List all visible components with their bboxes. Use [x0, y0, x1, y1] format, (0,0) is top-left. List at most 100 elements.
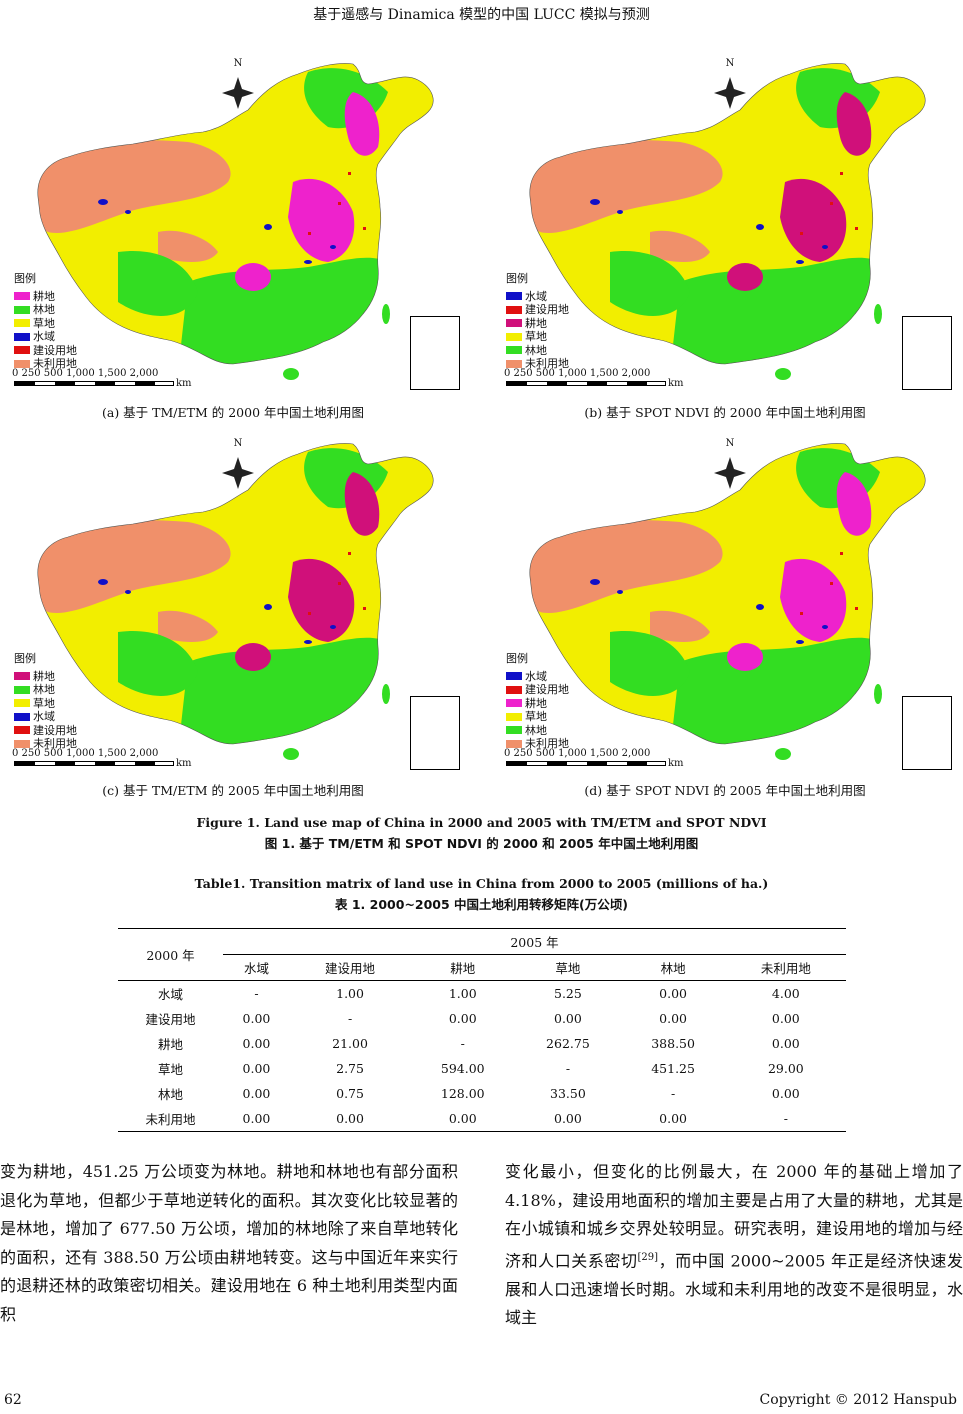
table-cell: -	[783, 1111, 788, 1126]
map-panel-a: N 图例 耕地 林地 草地 水域 建设用地 未利用地 0 250 500 1,000 1,500…	[8, 52, 460, 397]
table-cell: -	[670, 1086, 676, 1101]
legend-label: 建设用地	[525, 683, 569, 696]
panel-caption-c: (c) 基于 TM/ETM 的 2005 年中国土地利用图	[102, 783, 364, 798]
table-cell: 1.00	[448, 986, 477, 1001]
table-cell: 33.50	[550, 1086, 586, 1101]
table-cell: 0.00	[771, 1086, 800, 1101]
table-cell: 0.00	[771, 1011, 800, 1026]
body-text-left: 变为耕地，451.25 万公顷变为林地。耕地和林地也有部分面积退化为草地，但都少…	[0, 1162, 458, 1324]
table-cell: 5.25	[554, 986, 582, 1001]
body-text-right-2: ，而中国 2000~2005 年正是经济快速发展和人口迅速增长时期。水域和未利用…	[505, 1251, 963, 1328]
row-label: 草地	[157, 1062, 183, 1077]
legend-item: 林地	[14, 683, 77, 697]
panel-caption-d: (d) 基于 SPOT NDVI 的 2005 年中国土地利用图	[584, 783, 866, 798]
table-cell: 0.00	[448, 1111, 477, 1126]
table-cell: 29.00	[767, 1061, 804, 1076]
table-cell: 0.00	[659, 986, 688, 1001]
legend-item: 未利用地	[506, 737, 569, 751]
legend-label: 耕地	[33, 669, 55, 683]
table-cell: 1.00	[336, 986, 364, 1001]
legend-item: 耕地	[506, 317, 569, 331]
legend-swatch	[14, 305, 30, 314]
scale-unit: km	[176, 378, 192, 389]
table-caption-en: Table1. Transition matrix of land use in…	[194, 876, 769, 891]
scale-unit: km	[668, 758, 684, 769]
legend-label: 未利用地	[525, 737, 569, 750]
scale-bar	[14, 761, 174, 766]
legend-title: 图例	[14, 652, 36, 665]
table-cell: 0.00	[659, 1011, 688, 1026]
legend-item: 水域	[506, 670, 569, 684]
citation-ref[interactable]: [29]	[637, 1251, 659, 1263]
scale-bar	[506, 761, 666, 766]
row-label: 水域	[157, 987, 183, 1002]
legend-label: 草地	[33, 696, 55, 710]
legend-item: 耕地	[14, 290, 77, 304]
legend-swatch	[14, 292, 30, 301]
table-cell: 0.00	[242, 1011, 271, 1026]
table-cell: -	[347, 1011, 353, 1026]
legend-swatch	[506, 712, 522, 721]
scale-labels: 0 250 500 1,000 1,500 2,000	[12, 748, 159, 759]
china-land-use-map	[37, 63, 434, 380]
legend-label: 未利用地	[33, 737, 77, 750]
legend-swatch	[506, 739, 522, 748]
running-header: 基于遥感与 Dinamica 模型的中国 LUCC 模拟与预测	[313, 7, 650, 23]
legend-swatch	[506, 359, 522, 368]
legend-swatch	[14, 699, 30, 708]
table-cell: 0.75	[336, 1086, 364, 1101]
table-cell: -	[460, 1036, 465, 1051]
legend-item: 建设用地	[14, 344, 77, 358]
legend-swatch	[14, 346, 30, 355]
legend-item: 未利用地	[14, 357, 77, 371]
legend-title: 图例	[506, 272, 528, 285]
scale-labels: 0 250 500 1,000 1,500 2,000	[12, 368, 159, 379]
column-header: 建设用地	[289, 954, 411, 981]
legend-item: 建设用地	[506, 303, 569, 317]
table-row: 草地 0.00 2.75 594.00 - 451.25 29.00	[118, 1056, 846, 1081]
table-cell: 128.00	[440, 1086, 485, 1101]
table-cell: 388.50	[651, 1036, 695, 1051]
legend-label: 林地	[33, 303, 55, 316]
table-row: 耕地 0.00 21.00 - 262.75 388.50 0.00	[118, 1031, 846, 1056]
row-label: 林地	[157, 1087, 183, 1102]
legend-item: 水域	[14, 330, 77, 344]
north-arrow-icon	[222, 77, 254, 109]
legend-item: 水域	[506, 290, 569, 304]
row-label: 耕地	[157, 1037, 183, 1052]
table-cell: 594.00	[440, 1061, 485, 1076]
south-china-sea-inset	[410, 316, 460, 390]
table-row: 建设用地 0.00 - 0.00 0.00 0.00 0.00	[118, 1006, 846, 1031]
north-label: N	[233, 438, 243, 449]
column-header: 未利用地	[725, 954, 846, 981]
south-china-sea-inset	[902, 316, 952, 390]
legend-item: 林地	[14, 303, 77, 317]
row-label: 建设用地	[145, 1012, 196, 1027]
table-cell: 262.75	[546, 1036, 590, 1051]
table-row: 未利用地 0.00 0.00 0.00 0.00 0.00 -	[118, 1106, 846, 1132]
legend-label: 建设用地	[33, 343, 77, 357]
table-cell: 0.00	[242, 1061, 271, 1076]
figure-caption-en: Figure 1. Land use map of China in 2000 …	[196, 815, 767, 830]
china-land-use-map	[529, 63, 926, 380]
legend-label: 林地	[525, 723, 547, 737]
panel-caption-b: (b) 基于 SPOT NDVI 的 2000 年中国土地利用图	[584, 405, 866, 420]
table-cell: 451.25	[651, 1061, 695, 1076]
map-panel-b: N 图例 水域 建设用地 耕地 草地 林地 未利用地 0 250 500 1,000 1,500…	[500, 52, 952, 397]
legend-label: 耕地	[525, 316, 547, 330]
legend-item: 未利用地	[14, 737, 77, 751]
legend-item: 水域	[14, 710, 77, 724]
legend-swatch	[506, 685, 522, 694]
table-cell: -	[565, 1061, 571, 1076]
legend-swatch	[14, 332, 30, 341]
table-cell: 0.00	[336, 1111, 364, 1126]
legend-swatch	[506, 672, 522, 681]
legend-label: 耕地	[33, 289, 55, 303]
map-legend: 图例 水域 建设用地 耕地 草地 林地 未利用地	[506, 272, 569, 371]
scale-bar	[14, 381, 174, 386]
legend-label: 水域	[525, 669, 547, 683]
legend-swatch	[14, 359, 30, 368]
copyright: Copyright © 2012 Hanspub	[759, 1392, 957, 1408]
legend-swatch	[506, 332, 522, 341]
legend-item: 未利用地	[506, 357, 569, 371]
